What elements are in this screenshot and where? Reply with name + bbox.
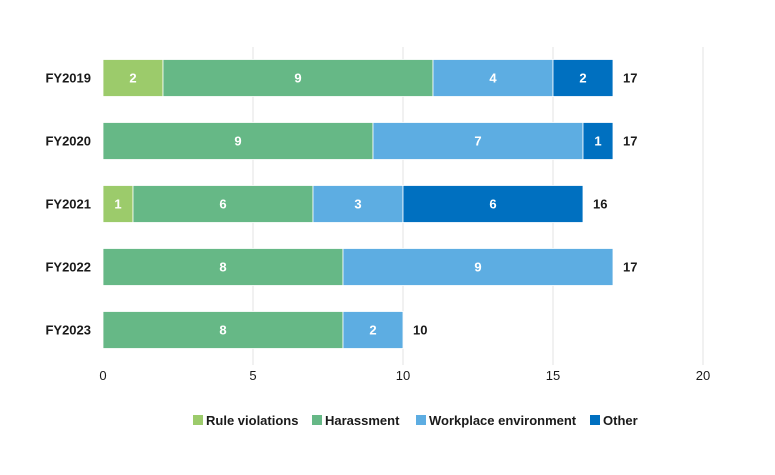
segment-labels: 2 9 4 2 9 7 1 1 6 3 6 8 9 8 2 (114, 71, 601, 338)
total-value-label: 17 (623, 71, 637, 86)
segment-value-label: 2 (129, 71, 136, 86)
legend-swatch (312, 415, 322, 425)
segment-value-label: 6 (219, 197, 226, 212)
total-value-label: 17 (623, 260, 637, 275)
bar-segment (102, 122, 374, 160)
category-label: FY2023 (45, 323, 91, 338)
legend-label: Harassment (325, 413, 400, 428)
total-value-label: 16 (593, 197, 607, 212)
bar-segment (102, 311, 344, 349)
x-axis-ticks: 0 5 10 15 20 (99, 368, 710, 383)
x-tick-label: 5 (249, 368, 256, 383)
legend-label: Rule violations (206, 413, 298, 428)
bar-segment (102, 59, 164, 97)
segment-value-label: 1 (594, 134, 601, 149)
x-tick-label: 15 (546, 368, 560, 383)
segment-value-label: 2 (579, 71, 586, 86)
bar-segment (312, 185, 404, 223)
segment-value-label: 4 (489, 71, 497, 86)
segment-value-label: 9 (294, 71, 301, 86)
segment-value-label: 3 (354, 197, 361, 212)
category-label: FY2022 (45, 260, 91, 275)
segment-value-label: 9 (234, 134, 241, 149)
x-tick-label: 0 (99, 368, 106, 383)
bar-segment (162, 59, 434, 97)
bar-segment (582, 122, 614, 160)
segment-value-label: 2 (369, 323, 376, 338)
category-label: FY2020 (45, 134, 91, 149)
segment-value-label: 7 (474, 134, 481, 149)
bar-segment (552, 59, 614, 97)
bar-segment (342, 248, 614, 286)
segment-value-label: 8 (219, 323, 226, 338)
legend-swatch (590, 415, 600, 425)
total-value-label: 17 (623, 134, 637, 149)
segment-value-label: 1 (114, 197, 121, 212)
bar-segment (132, 185, 314, 223)
segment-value-label: 9 (474, 260, 481, 275)
legend: Rule violations Harassment Workplace envir… (193, 413, 638, 428)
bar-segment (102, 248, 344, 286)
legend-label: Other (603, 413, 638, 428)
bar-segment (402, 185, 584, 223)
x-tick-label: 10 (396, 368, 410, 383)
x-tick-label: 20 (696, 368, 710, 383)
category-label: FY2019 (45, 71, 91, 86)
bar-segment (372, 122, 584, 160)
bar-segment (432, 59, 554, 97)
bar-segment (342, 311, 404, 349)
segment-value-label: 8 (219, 260, 226, 275)
category-labels: FY2019 FY2020 FY2021 FY2022 FY2023 (45, 71, 91, 338)
legend-label: Workplace environment (429, 413, 577, 428)
bar-segments (102, 59, 614, 349)
segment-value-label: 6 (489, 197, 496, 212)
legend-swatch (416, 415, 426, 425)
total-value-label: 10 (413, 323, 427, 338)
category-label: FY2021 (45, 197, 91, 212)
legend-swatch (193, 415, 203, 425)
